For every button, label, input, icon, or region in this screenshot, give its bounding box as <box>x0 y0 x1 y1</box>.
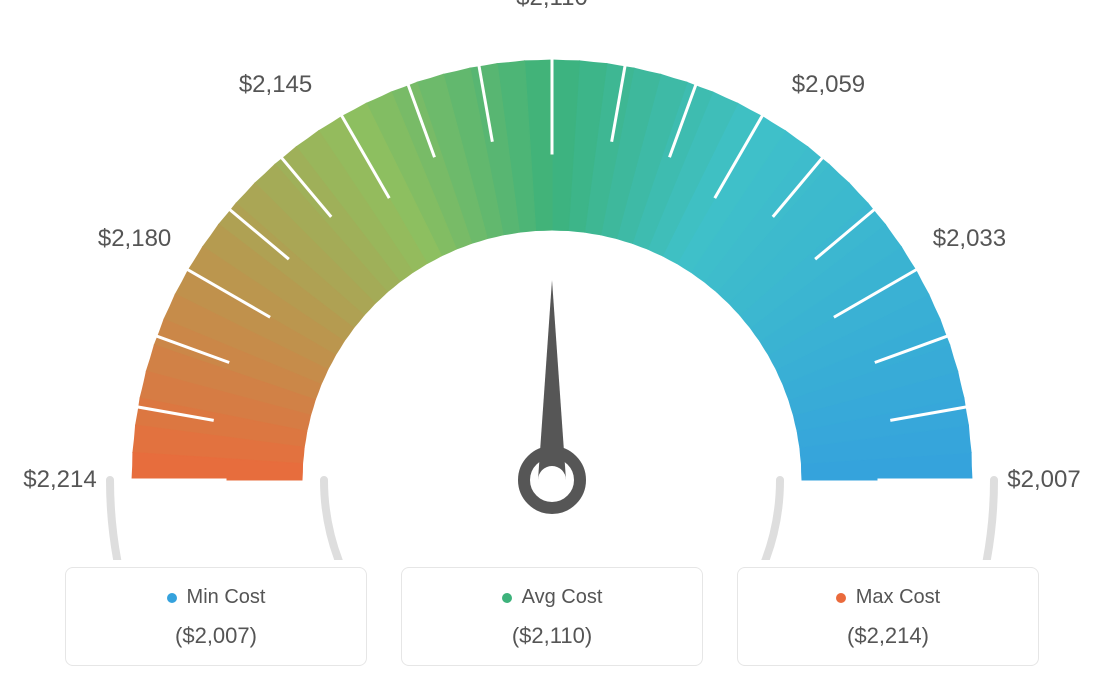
dot-icon <box>167 593 177 603</box>
legend-card-avg: Avg Cost ($2,110) <box>401 567 703 666</box>
legend-value-min: ($2,007) <box>66 623 366 649</box>
legend-card-min: Min Cost ($2,007) <box>65 567 367 666</box>
gauge-area: $2,007 $2,033 $2,059 $2,110 $2,145 $2,180 $2,2… <box>0 0 1104 560</box>
cost-gauge-chart: $2,007 $2,033 $2,059 $2,110 $2,145 $2,180 $2,2… <box>0 0 1104 690</box>
dot-icon <box>836 593 846 603</box>
scale-label: $2,059 <box>792 71 865 99</box>
scale-label: $2,180 <box>98 225 171 253</box>
legend-title-avg: Avg Cost <box>502 586 603 609</box>
legend-name: Min Cost <box>187 586 266 609</box>
legend-title-min: Min Cost <box>167 586 266 609</box>
legend-value-max: ($2,214) <box>738 623 1038 649</box>
dot-icon <box>502 593 512 603</box>
legend-row: Min Cost ($2,007) Avg Cost ($2,110) Max … <box>0 567 1104 666</box>
legend-name: Max Cost <box>856 586 940 609</box>
legend-name: Avg Cost <box>522 586 603 609</box>
scale-label: $2,145 <box>239 71 312 99</box>
legend-value-avg: ($2,110) <box>402 623 702 649</box>
gauge-svg <box>0 0 1104 560</box>
legend-card-max: Max Cost ($2,214) <box>737 567 1039 666</box>
scale-label: $2,110 <box>516 0 588 12</box>
scale-label: $2,214 <box>23 466 96 494</box>
legend-title-max: Max Cost <box>836 586 940 609</box>
scale-label: $2,033 <box>933 225 1006 253</box>
scale-label: $2,007 <box>1007 466 1080 494</box>
